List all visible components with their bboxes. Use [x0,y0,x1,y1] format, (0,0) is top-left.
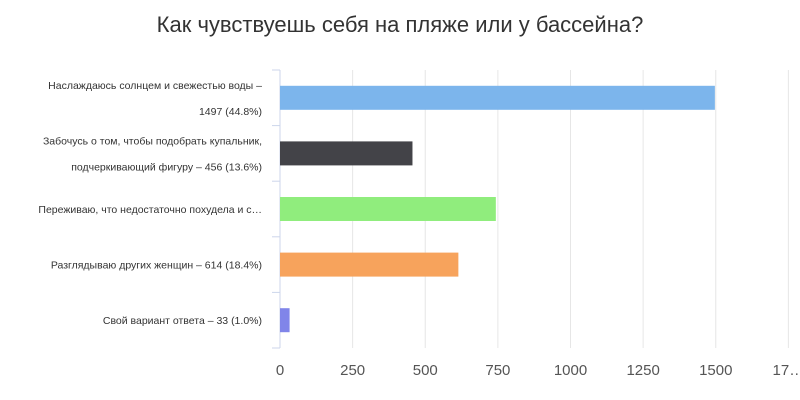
category-label: Свой вариант ответа – 33 (1.0%) [103,315,262,327]
category-label: 1497 (44.8%) [199,106,262,118]
category-label: Забочусь о том, чтобы подобрать купальни… [43,135,262,147]
category-label: Переживаю, что недостаточно похудела и с… [38,204,262,216]
x-tick-label: 1250 [626,362,659,379]
category-label: подчеркивающий фигуру – 456 (13.6%) [71,161,262,173]
bar[interactable] [280,85,715,110]
category-label: Наслаждаюсь солнцем и свежестью воды – [48,80,262,92]
x-tick-label: 17… [773,362,800,379]
x-tick-label: 250 [340,362,365,379]
x-tick-label: 1500 [699,362,732,379]
x-tick-label: 1000 [554,362,587,379]
bar[interactable] [280,197,496,221]
chart-title: Как чувствуешь себя на пляже или у бассе… [157,12,644,37]
x-tick-label: 750 [485,362,510,379]
bar[interactable] [280,141,413,166]
bar[interactable] [280,308,290,333]
category-label: Разглядываю других женщин – 614 (18.4%) [51,260,262,272]
x-tick-label: 500 [413,362,438,379]
x-tick-label: 0 [276,362,284,379]
bar[interactable] [280,252,459,277]
